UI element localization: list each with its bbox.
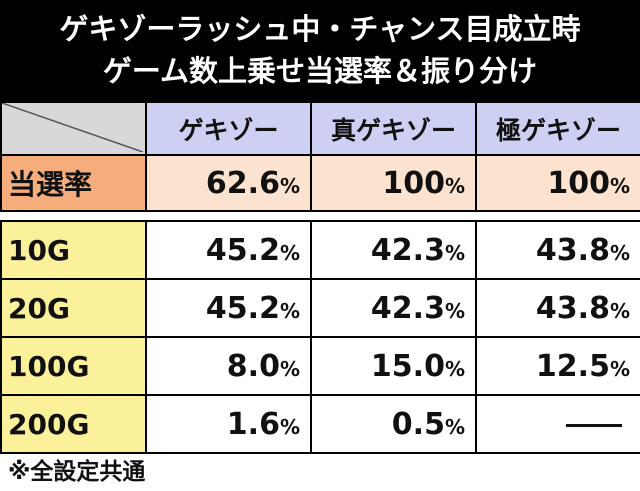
- cell-value-dash: [475, 394, 640, 454]
- rate-value: 100%: [475, 154, 640, 212]
- table-row: 200G 1.6% 0.5%: [0, 394, 640, 454]
- row-label: 100G: [0, 336, 147, 396]
- rate-value: 62.6%: [145, 154, 312, 212]
- rate-table: ゲキゾー 真ゲキゾー 極ゲキゾー 当選率 62.6% 100% 100% 10G…: [0, 101, 640, 454]
- cell-value: 45.2%: [145, 220, 312, 280]
- header-row: ゲキゾー 真ゲキゾー 極ゲキゾー: [0, 101, 640, 156]
- rate-value: 100%: [310, 154, 477, 212]
- rate-label: 当選率: [0, 154, 147, 212]
- table-row: 100G 8.0% 15.0% 12.5%: [0, 336, 640, 396]
- row-label: 20G: [0, 278, 147, 338]
- cell-value: 45.2%: [145, 278, 312, 338]
- cell-value: 0.5%: [310, 394, 477, 454]
- cell-value: 43.8%: [475, 220, 640, 280]
- cell-value: 43.8%: [475, 278, 640, 338]
- dash-mark: [566, 423, 622, 427]
- table-row: 20G 45.2% 42.3% 43.8%: [0, 278, 640, 338]
- column-header-gekizo: ゲキゾー: [145, 101, 312, 156]
- page-title: ゲキゾーラッシュ中・チャンス目成立時 ゲーム数上乗せ当選率＆振り分け: [0, 0, 640, 101]
- table-gap: [1, 210, 640, 222]
- column-header-shin-gekizo: 真ゲキゾー: [310, 101, 477, 156]
- corner-cell: [0, 101, 147, 156]
- footnote: ※全設定共通: [8, 459, 146, 485]
- rate-row: 当選率 62.6% 100% 100%: [0, 154, 640, 212]
- cell-value: 1.6%: [145, 394, 312, 454]
- row-label: 200G: [0, 394, 147, 454]
- diagonal-line: [3, 104, 143, 152]
- title-line-2: ゲーム数上乗せ当選率＆振り分け: [102, 54, 538, 88]
- cell-value: 42.3%: [310, 278, 477, 338]
- title-line-1: ゲキゾーラッシュ中・チャンス目成立時: [59, 12, 581, 46]
- cell-value: 8.0%: [145, 336, 312, 396]
- cell-value: 15.0%: [310, 336, 477, 396]
- column-header-kiwami-gekizo: 極ゲキゾー: [475, 101, 640, 156]
- cell-value: 42.3%: [310, 220, 477, 280]
- cell-value: 12.5%: [475, 336, 640, 396]
- table-row: 10G 45.2% 42.3% 43.8%: [0, 220, 640, 280]
- row-label: 10G: [0, 220, 147, 280]
